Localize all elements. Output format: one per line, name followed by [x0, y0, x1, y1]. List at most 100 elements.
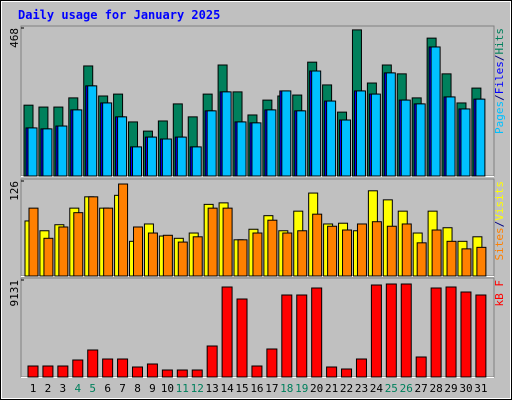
- x-tick-label: 17: [265, 382, 278, 395]
- bar: [341, 368, 353, 378]
- legend-separator: /: [493, 55, 506, 62]
- legend-separator: /: [493, 94, 506, 101]
- x-tick-label: 19: [295, 382, 308, 395]
- bar: [43, 237, 54, 277]
- bar: [281, 90, 292, 177]
- bar: [311, 287, 323, 378]
- bar: [132, 146, 143, 177]
- bar: [385, 283, 397, 378]
- bar: [57, 365, 69, 378]
- bar: [415, 356, 427, 378]
- bar: [72, 359, 84, 378]
- bar: [147, 232, 158, 277]
- bar: [252, 232, 263, 277]
- bar: [356, 223, 367, 277]
- bar: [371, 221, 382, 277]
- bar: [176, 136, 187, 177]
- bar: [326, 366, 338, 378]
- bar: [162, 234, 173, 277]
- x-tick-label: 18: [280, 382, 293, 395]
- bar: [445, 286, 457, 378]
- bar: [207, 207, 218, 277]
- bar: [72, 109, 83, 177]
- bar: [58, 226, 69, 277]
- legend-entry: Hits: [493, 28, 506, 55]
- bar: [251, 365, 263, 378]
- bar: [191, 146, 202, 177]
- bar: [161, 369, 173, 378]
- bar: [460, 291, 472, 378]
- x-tick-label: 11: [176, 382, 189, 395]
- x-tick-label: 8: [134, 382, 141, 395]
- bar: [326, 100, 337, 177]
- legend: kB F: [493, 280, 506, 307]
- bar: [476, 246, 487, 277]
- bar: [73, 212, 84, 277]
- bar: [221, 91, 232, 177]
- y-tick-label: 126: [8, 181, 21, 201]
- bar: [88, 196, 99, 277]
- bar: [296, 294, 308, 378]
- bar: [102, 102, 113, 177]
- x-tick-label: 12: [191, 382, 204, 395]
- bar: [401, 223, 412, 277]
- x-tick-label: 14: [220, 382, 234, 395]
- bar: [355, 90, 366, 177]
- bar: [311, 70, 322, 177]
- x-tick-label: 23: [355, 382, 368, 395]
- x-tick-label: 16: [250, 382, 263, 395]
- bar: [400, 283, 412, 378]
- legend: Pages/Files/Hits: [493, 28, 506, 134]
- bar: [475, 98, 486, 177]
- bar: [27, 365, 39, 378]
- bar: [327, 225, 338, 277]
- bar: [103, 207, 114, 277]
- bar: [430, 287, 442, 378]
- chart-title: Daily usage for January 2025: [18, 8, 220, 22]
- bar: [400, 99, 411, 177]
- bar: [297, 230, 308, 277]
- x-tick-label: 20: [310, 382, 323, 395]
- bar: [431, 229, 442, 277]
- bar: [133, 226, 144, 277]
- x-tick-label: 15: [235, 382, 248, 395]
- y-tick-label: 468: [8, 28, 21, 48]
- bar: [42, 128, 53, 177]
- x-tick-label: 1: [30, 382, 37, 395]
- bar: [57, 125, 68, 177]
- bar: [146, 363, 158, 378]
- bar: [461, 248, 472, 277]
- bar: [267, 219, 278, 277]
- bar: [446, 240, 457, 277]
- x-tick-label: 26: [400, 382, 413, 395]
- bar: [251, 122, 262, 177]
- x-tick-label: 22: [340, 382, 353, 395]
- x-tick-label: 24: [370, 382, 384, 395]
- bar: [192, 236, 203, 277]
- x-tick-label: 2: [45, 382, 52, 395]
- bar: [281, 294, 293, 378]
- bar: [132, 366, 144, 378]
- bar: [416, 242, 427, 277]
- x-tick-label: 13: [206, 382, 219, 395]
- bar: [117, 358, 129, 378]
- bar: [312, 213, 323, 277]
- bar: [237, 239, 248, 277]
- bar: [176, 369, 188, 378]
- bar: [222, 207, 233, 277]
- x-tick-label: 29: [444, 382, 457, 395]
- bar: [475, 294, 487, 378]
- legend-entry: Pages: [493, 101, 506, 134]
- bar: [370, 284, 382, 378]
- x-tick-label: 3: [60, 382, 67, 395]
- bar: [177, 241, 188, 277]
- bar: [191, 369, 203, 378]
- legend: Sites/Visits: [493, 181, 506, 261]
- x-tick-label: 28: [429, 382, 442, 395]
- x-tick-label: 30: [459, 382, 472, 395]
- x-tick-label: 4: [74, 382, 81, 395]
- bar: [42, 365, 54, 378]
- bar: [386, 225, 397, 277]
- x-tick-label: 31: [474, 382, 487, 395]
